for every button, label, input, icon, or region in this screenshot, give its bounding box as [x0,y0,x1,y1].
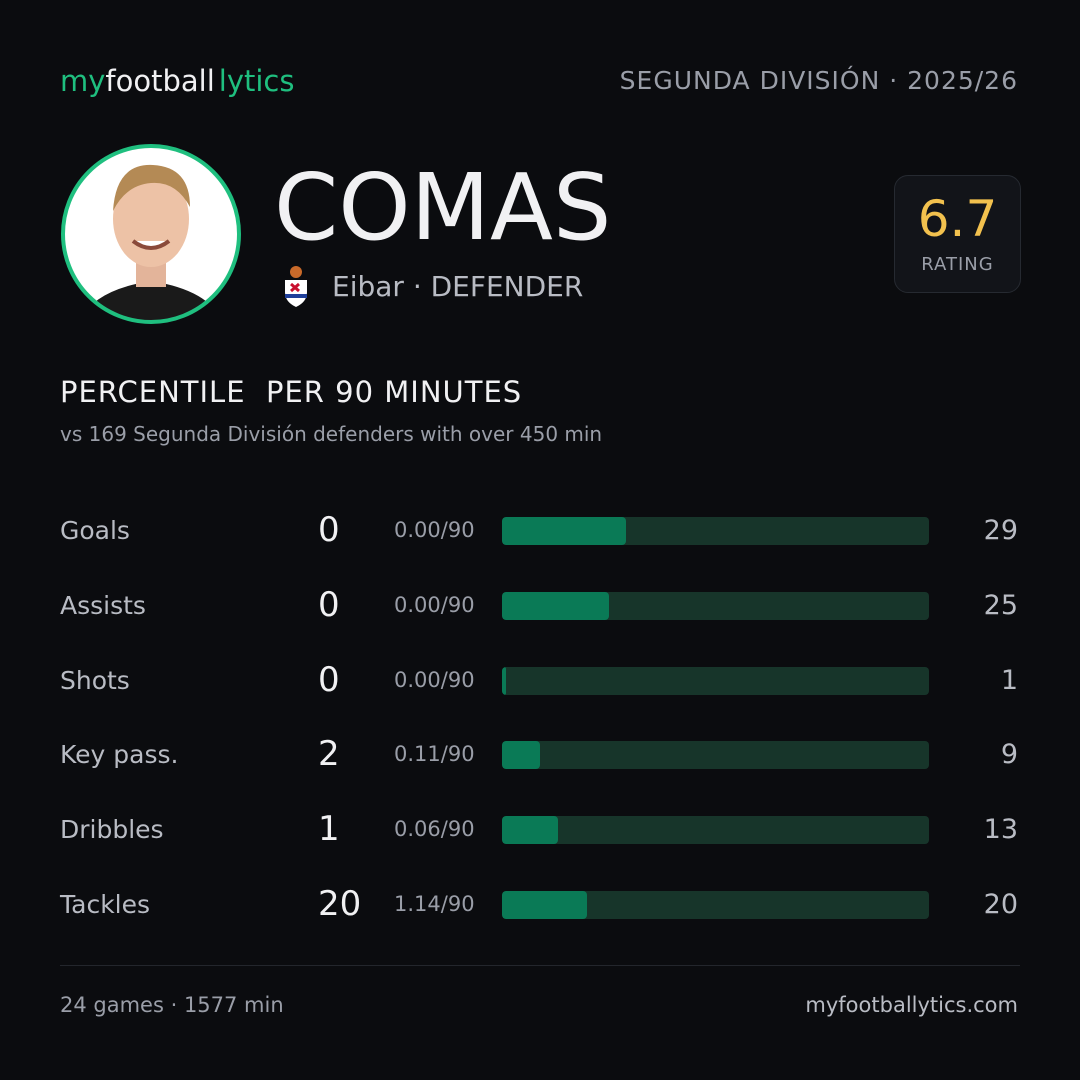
logo-part: my [60,64,106,98]
stat-label: Key pass. [60,740,179,770]
stat-percentile: 29 [983,515,1018,546]
bar-track [502,517,929,545]
logo-part: football [105,64,215,98]
bar-track [502,891,929,919]
rating-label: RATING [921,254,994,275]
bar-track [502,591,929,620]
footer-right: myfootballytics.com [805,993,1018,1017]
stat-percentile: 25 [983,589,1018,621]
bar-track [502,741,929,770]
logo-part: lytics [218,64,295,98]
bar [502,741,541,770]
divider [60,965,1020,966]
bar [502,816,558,845]
stat-total: 2 [318,734,340,775]
footer-left: 24 games · 1577 min [60,993,284,1017]
team-line: Eibar · DEFENDER [332,270,584,303]
stat-total: 0 [318,584,340,625]
stat-percentile: 9 [1000,739,1018,771]
player-name: COMAS [274,154,612,261]
club-crest [285,266,307,307]
stat-total: 0 [318,659,340,700]
stat-per90: 0.00/90 [394,667,475,692]
stat-percentile: 20 [983,889,1018,920]
stat-percentile: 13 [983,814,1018,846]
logo: myfootball lytics [60,64,294,98]
stat-label: Goals [60,516,130,545]
rating-box: 6.7 RATING [894,175,1021,293]
stat-per90: 0.00/90 [394,592,475,617]
stat-label: Assists [60,590,146,620]
section-title: PERCENTILE PER 90 MINUTES [60,375,523,409]
stat-per90: 0.11/90 [394,742,475,767]
player-photo [61,144,241,324]
stat-percentile: 1 [1000,664,1018,696]
bar [502,591,609,620]
bar [502,666,507,695]
section-subtitle: vs 169 Segunda División defenders with o… [60,422,603,446]
stat-per90: 0.00/90 [394,518,475,542]
competition: SEGUNDA DIVISIÓN · 2025/26 [619,66,1018,95]
stat-total: 0 [318,510,340,550]
bar [502,891,588,919]
bar [502,517,626,545]
stat-per90: 1.14/90 [394,892,475,916]
bar-track [502,666,929,695]
stat-label: Dribbles [60,815,164,845]
stat-total: 20 [318,884,362,924]
bar-track [502,816,929,845]
rating-value: 6.7 [917,190,998,248]
stat-label: Tackles [60,890,151,919]
stat-per90: 0.06/90 [394,817,475,842]
stat-label: Shots [60,665,130,695]
stat-total: 1 [318,809,340,850]
